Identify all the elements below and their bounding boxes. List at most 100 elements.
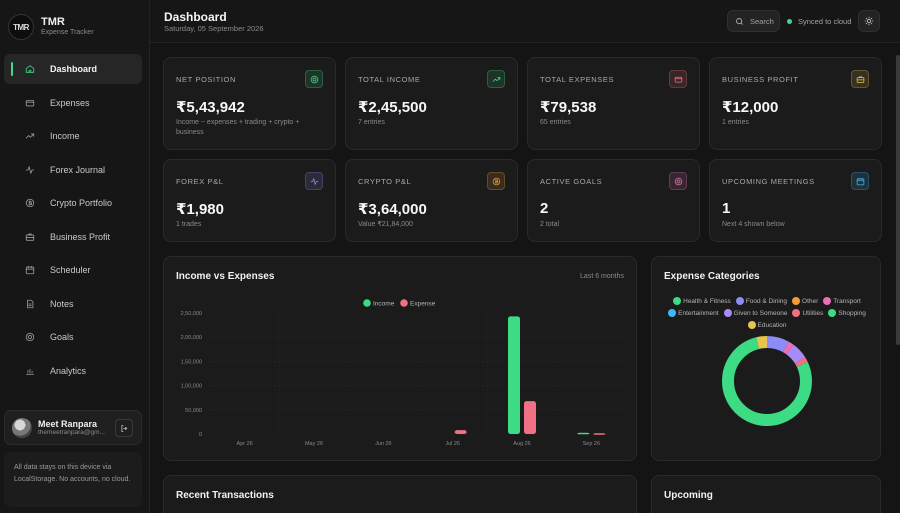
sidebar-item-notes[interactable]: Notes [4, 289, 142, 319]
donut-slice-utilities [722, 336, 812, 426]
file-text-icon [27, 299, 34, 308]
legend-swatch [363, 299, 371, 307]
nav-icon-wrap [24, 331, 36, 343]
sidebar-item-label: Business Profit [50, 231, 111, 242]
nav-icon-wrap [24, 231, 36, 243]
storage-note: All data stays on this device via LocalS… [4, 452, 142, 507]
sidebar-item-label: Forex Journal [50, 164, 106, 175]
search-button[interactable]: Search [727, 10, 780, 32]
page-scrollbar[interactable] [896, 55, 900, 345]
income-expense-chart: Income Expense 2,50,000 2,00,000 1,50,000 1,0… [181, 299, 627, 447]
legend-label: Transport [833, 297, 861, 305]
y-tick-label: 1,50,000 [181, 359, 202, 365]
nav-icon-wrap [24, 130, 36, 142]
legend-label: Expense [410, 301, 436, 308]
legend-item: Other [792, 297, 818, 305]
sidebar-item-analytics[interactable]: Analytics [4, 356, 142, 386]
search-icon [736, 17, 743, 25]
stat-card-active-goals[interactable]: ACTIVE GOALS 2 2 total [527, 159, 700, 242]
stat-subtext: 2 total [540, 221, 560, 228]
trending-up-icon [492, 76, 500, 82]
recent-transactions-card: Recent Transactions [163, 475, 637, 513]
search-label: Search [750, 16, 774, 26]
sidebar-item-crypto-portfolio[interactable]: Crypto Portfolio [4, 188, 142, 218]
sidebar-item-income[interactable]: Income [4, 121, 142, 151]
brand[interactable]: TMR TMR Expense Tracker [8, 14, 94, 40]
sync-dot-icon [787, 19, 792, 24]
wallet-icon [25, 99, 35, 106]
x-tick-label: Apr 26 [237, 441, 253, 447]
logout-icon [120, 424, 127, 432]
sidebar-item-dashboard[interactable]: Dashboard [4, 54, 142, 84]
legend-swatch [723, 309, 732, 317]
income-chart-title: Income vs Expenses [176, 271, 275, 282]
legend-label: Shopping [838, 309, 866, 317]
sidebar-item-business-profit[interactable]: Business Profit [4, 222, 142, 252]
stat-card-total-income[interactable]: TOTAL INCOME ₹2,45,500 7 entries [345, 57, 518, 150]
bitcoin-icon [492, 177, 500, 185]
stat-label: FOREX P&L [176, 177, 224, 186]
bar-income [577, 432, 590, 435]
legend-swatch [400, 299, 408, 307]
nav-icon-wrap [24, 197, 36, 209]
x-tick-label: Aug 26 [513, 441, 530, 447]
expense-donut-chart [722, 336, 812, 426]
sidebar-nav: Dashboard Expenses Income Forex Journal Cryp… [4, 54, 142, 389]
sidebar-item-forex-journal[interactable]: Forex Journal [4, 155, 142, 185]
stat-value: ₹1,980 [176, 201, 224, 218]
bar-expense [454, 430, 467, 434]
theme-toggle-button[interactable] [858, 10, 880, 32]
stat-subtext: 7 entries [358, 119, 385, 126]
user-name: Meet Ranpara [38, 419, 98, 429]
stat-value: 1 [722, 200, 731, 217]
target-icon [674, 177, 682, 185]
stat-icon-badge [851, 70, 869, 88]
stat-icon-badge [669, 172, 687, 190]
logout-button[interactable] [115, 419, 133, 437]
legend-item: Education [747, 321, 787, 329]
stat-card-upcoming-meetings[interactable]: UPCOMING MEETINGS 1 Next 4 shown below [709, 159, 882, 242]
stat-subtext: Next 4 shown below [722, 221, 785, 228]
sidebar-item-goals[interactable]: Goals [4, 322, 142, 352]
expense-categories-card: Expense Categories Health & Fitness Food … [651, 256, 881, 461]
legend-swatch [735, 297, 744, 305]
stat-icon-badge [305, 172, 323, 190]
y-tick-label: 50,000 [185, 408, 202, 414]
sidebar-item-label: Notes [50, 298, 74, 309]
bar-chart-icon [26, 368, 34, 375]
stat-icon-badge [669, 70, 687, 88]
target-icon [310, 75, 318, 83]
sidebar-item-expenses[interactable]: Expenses [4, 88, 142, 118]
user-card[interactable]: Meet Ranpara themeetranpara@gm... [4, 410, 142, 445]
stat-card-business-profit[interactable]: BUSINESS PROFIT ₹12,000 1 entries [709, 57, 882, 150]
y-tick-label: 2,50,000 [181, 311, 202, 317]
x-tick-label: Sep 26 [583, 441, 600, 447]
calendar-icon [856, 177, 864, 185]
target-icon [25, 332, 35, 342]
sync-status-text: Synced to cloud [798, 17, 852, 26]
page-title: Dashboard [164, 10, 227, 24]
legend-swatch [747, 321, 756, 329]
legend-item: Transport [823, 297, 861, 305]
legend-label: Entertainment [678, 309, 719, 317]
nav-icon-wrap [24, 298, 36, 310]
sidebar-item-label: Dashboard [50, 64, 98, 74]
income-vs-expenses-card: Income vs Expenses Last 6 months Income E… [163, 256, 637, 461]
bitcoin-icon [25, 198, 35, 208]
sidebar-item-scheduler[interactable]: Scheduler [4, 255, 142, 285]
legend-swatch [668, 309, 677, 317]
categories-title: Expense Categories [664, 271, 760, 282]
legend-label: Education [757, 321, 787, 329]
legend-swatch [792, 297, 801, 305]
stat-card-total-expenses[interactable]: TOTAL EXPENSES ₹79,538 65 entries [527, 57, 700, 150]
upcoming-card: Upcoming [651, 475, 881, 513]
sidebar-item-label: Crypto Portfolio [50, 198, 113, 208]
stat-card-crypto-p-l[interactable]: CRYPTO P&L ₹3,64,000 Value ₹21,84,000 [345, 159, 518, 242]
stat-subtext: 65 entries [540, 119, 571, 126]
stat-icon-badge [851, 172, 869, 190]
bar-expense [524, 401, 536, 434]
y-tick-label: 0 [199, 432, 202, 438]
stat-card-net-position[interactable]: NET POSITION ₹5,43,942 Income − expenses +… [163, 57, 336, 150]
stat-card-forex-p-l[interactable]: FOREX P&L ₹1,980 1 trades [163, 159, 336, 242]
upcoming-title: Upcoming [664, 490, 713, 501]
